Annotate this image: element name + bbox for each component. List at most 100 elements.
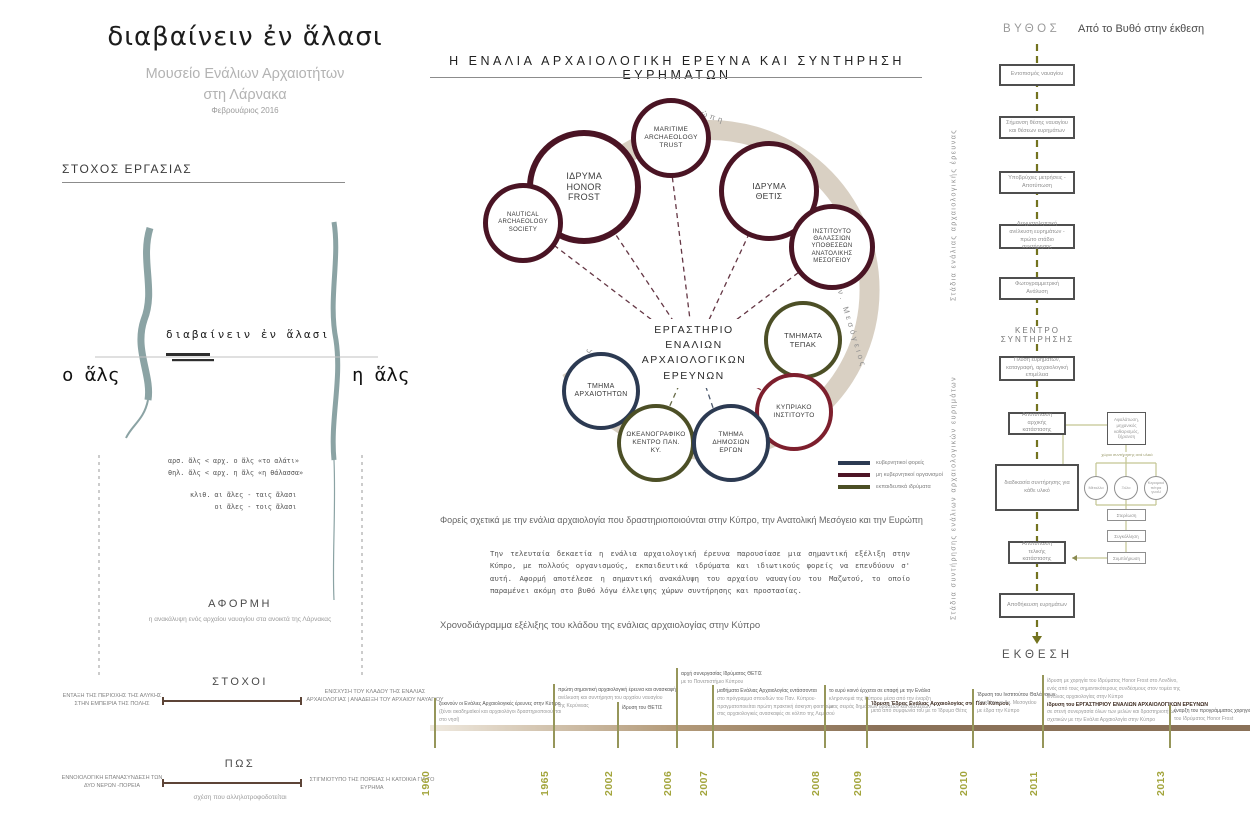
timeline-bar (430, 725, 1250, 731)
term-masculine: ο ἅλς (62, 364, 120, 386)
timeline-year-label: 2007 (698, 770, 710, 796)
timeline-year-label: 2013 (1155, 770, 1167, 796)
network-node: ΤΜΗΜΑΤΑ ΤΕΠΑΚ (764, 301, 842, 379)
timeline-year-label: 2009 (852, 770, 864, 796)
ekthesi-label: ΕΚΘΕΣΗ (1001, 649, 1074, 661)
material-circle: Ξύλο (1114, 476, 1138, 500)
timeline-marker (676, 668, 678, 748)
network-node: ΤΜΗΜΑ ΔΗΜΟΣΙΩΝ ΕΡΓΩΝ (692, 404, 770, 482)
timeline-year-label: 2002 (603, 770, 615, 796)
timeline-marker (553, 684, 555, 748)
timeline-year-label: 2008 (810, 770, 822, 796)
poster-title: διαβαίνειν ἐν ἅλασι (107, 22, 383, 52)
bythos-label: ΒΥΘΟΣ (1003, 23, 1061, 35)
center-title-underline (430, 77, 922, 78)
timeline-event-line: με έδρα την Κύπρο (977, 707, 1020, 714)
timeline-marker (1042, 675, 1044, 748)
legend-label: εκπαιδευτικά ιδρύματα (876, 484, 931, 490)
hub-line: ΕΝΑΛΙΩΝ (665, 339, 723, 352)
concept-sketch-svg (95, 221, 378, 675)
flow-box: Φωτογραμμετρική Ανάλυση (999, 277, 1075, 300)
aformi-heading: ΑΦΟΡΜΗ (208, 598, 272, 610)
timeline-event-line: πρώτη σημαντική αρχαιολογική έρευνα και … (558, 687, 678, 693)
timeline-event-line: Υποθέσεων Αν. Μεσογείου (977, 699, 1037, 706)
waterline-mark-bottom (172, 359, 214, 362)
network-node: ΙΝΣΤΙΤΟΥΤΟ ΘΑΛΑΣΣΙΩΝ ΥΠΟΘΕΣΕΩΝ ΑΝΑΤΟΛΙΚΗ… (789, 204, 875, 290)
subflow-step-box: Στερέωση (1107, 509, 1146, 521)
flow-box: Πλύση ευρημάτων, καταγραφή, αρχαιολογική… (999, 356, 1075, 381)
flow-box: Αποτύπωση αρχικής κατάστασης (1008, 412, 1066, 435)
timeline-year-label: 2006 (662, 770, 674, 796)
timeline-event-line: Ίδρυση Έδρας Ενάλιας Αρχαιολογίας στο Πα… (871, 701, 1010, 707)
timeline-marker (824, 685, 826, 748)
brush-stroke-left (137, 226, 154, 401)
timeline-year-label: 2010 (958, 770, 970, 796)
timeline-marker (712, 685, 714, 748)
legend-label: κυβερνητικοί φορείς (876, 460, 925, 466)
legend: κυβερνητικοί φορείς μη κυβερνητικοί οργαν… (838, 460, 943, 496)
pos-connector (162, 779, 302, 787)
timeline-event-text: ξεκινούν οι Ενάλιες Αρχαιολογικές έρευνε… (439, 701, 561, 724)
section-title-underline (62, 182, 345, 183)
timeline-event-text: έναρξη του προγράμματος χορηγιών του Ιδρύ… (1174, 708, 1250, 724)
timeline-event-text: το ευρύ κοινό έρχεται σε επαφή με την Εν… (829, 688, 931, 711)
legend-swatch (838, 461, 870, 465)
network-caption: Φορείς σχετικά με την ενάλια αρχαιολογία… (440, 515, 923, 525)
stoxoi-left-label: ΕΝΤΑΞΗ ΤΗΣ ΠΕΡΙΟΧΗΣ ΤΗΣ ΑΛΥΚΗΣ ΣΤΗΝ ΕΜΠΕ… (62, 693, 162, 708)
timeline-marker (1169, 705, 1171, 748)
timeline-event-text: Ίδρυση Έδρας Ενάλιας Αρχαιολογίας στο Πα… (871, 700, 1010, 716)
timeline-event-line: ίδρυση του ΘΕΤΙΣ (622, 705, 663, 711)
term-feminine: η ἅλς (352, 364, 410, 386)
timeline-event-text: ίδρυση με χορηγία του Ιδρύματος Honor Fr… (1047, 678, 1208, 725)
subflow-arrowhead (1072, 555, 1077, 561)
right-header: Από το Βυθό στην έκθεση (1078, 23, 1205, 35)
aformi-caption: η ανακάλυψη ενός αρχαίου ναυαγίου στα αν… (148, 616, 332, 623)
section-title-stoxos-ergasias: ΣΤΟΧΟΣ ΕΡΓΑΣΙΑΣ (62, 162, 193, 176)
stoxoi-connector (162, 697, 302, 705)
timeline-event-line: στο νησί) (439, 716, 460, 723)
timeline-event-line: Ενάλιας αρχαιολογίας στην Κύπρο (1047, 693, 1124, 700)
brush-stroke-right (330, 221, 341, 461)
brush-stroke-left-tail (125, 399, 149, 439)
museum-subtitle: Μουσείο Ενάλιων Αρχαιοτήτων στη Λάρνακα (145, 66, 345, 104)
legend-item: εκπαιδευτικά ιδρύματα (838, 484, 943, 490)
timeline-event-text: αρχή συνεργασίας Ιδρύματος ΘΕΤΙΣ με το Πα… (681, 671, 762, 687)
stoxoi-right-label: ΕΝΙΣΧΥΣΗ ΤΟΥ ΚΛΑΔΟΥ ΤΗΣ ΕΝΑΛΙΑΣ ΑΡΧΑΙΟΛΟ… (306, 689, 444, 704)
timeline-event-line: της Κερύνειας (558, 702, 589, 709)
timeline-event-line: μετά από συμφωνία του με το Ίδρυμα Θέτις (871, 708, 967, 715)
timeline-event-line: σχετικών με την Ενάλια Αρχαιολογία στην … (1047, 717, 1156, 724)
brush-stroke-right-tail (332, 459, 336, 601)
material-circle: Κεραμικό πέτρα γυαλί (1144, 476, 1168, 500)
hub-line: ΕΡΓΑΣΤΗΡΙΟ (654, 324, 734, 336)
timeline-marker (434, 698, 436, 748)
flow-box: Εντοπισμός ναυαγίου (999, 64, 1075, 86)
timeline-event-text: ίδρυση του ΘΕΤΙΣ (622, 705, 662, 713)
timeline-marker (866, 697, 868, 748)
timeline-event-line: ανέλκυση και συντήρηση του αρχαίου ναυαγ… (558, 694, 663, 701)
legend-swatch (838, 485, 870, 489)
timeline-event-line: του Ιδρύματος Honor Frost (1174, 715, 1234, 722)
timeline-event-line: ενός από τους σημαντικότερους συνδέσμους… (1047, 685, 1181, 692)
timeline-year-label: 1965 (539, 770, 551, 796)
legend-swatch (838, 473, 870, 477)
flow-spine (1032, 44, 1042, 644)
timeline-event-line: μαθήματα Ενάλιας Αρχαιολογίας εντάσσοντα… (717, 688, 817, 694)
timeline-event-line: ίδρυση με χορηγία του Ιδρύματος Honor Fr… (1047, 678, 1178, 684)
timeline-event-text: μαθήματα Ενάλιας Αρχαιολογίας εντάσσοντα… (717, 688, 835, 719)
pos-note: σχέση που αλληλοτροφοδοτείται (193, 794, 287, 801)
network-hub-label: ΕΡΓΑΣΤΗΡΙΟ ΕΝΑΛΙΩΝ ΑΡΧΑΙΟΛΟΓΙΚΩΝ ΕΡΕΥΝΩΝ (624, 319, 764, 388)
timeline-event-line: έναρξη του προγράμματος χορηγιών (1174, 708, 1250, 714)
subflow-step-box: Συγκόλληση (1107, 530, 1146, 542)
timeline-marker (972, 689, 974, 748)
network-node: ΩΚΕΑΝΟΓΡΑΦΙΚΟ ΚΕΝΤΡΟ ΠΑΝ. ΚΥ. (617, 404, 695, 482)
flow-box: διαδικασία συντήρησης για κάθε υλικό (995, 464, 1079, 511)
timeline-event-line: (ξένοι ακαδημαϊκοί και αρχαιολόγοι δραστ… (439, 708, 562, 715)
pos-right-label: ΣΤΙΓΜΙΟΤΥΠΟ ΤΗΣ ΠΟΡΕΙΑΣ Η ΚΑΤΟΙΚΙΑ ΓΙΑ Τ… (309, 777, 435, 792)
timeline-event-line: Ίδρυση του Ινστιτούτου Θαλάσσιων (977, 692, 1056, 698)
flow-box: Δειγματοληπτική ανέλκυση ευρημάτων - πρώ… (999, 221, 1075, 250)
legend-item: μη κυβερνητικοί οργανισμοί (838, 472, 943, 478)
timeline-event-line: μιας σειράς δημόσιων δράσεων και διαλέξε… (829, 703, 931, 710)
flow-box: Υποβρύχιες μετρήσεις - Αποτύπωση (999, 171, 1075, 194)
hub-line: ΑΡΧΑΙΟΛΟΓΙΚΩΝ (641, 354, 747, 367)
material-circle: Μέταλλο (1084, 476, 1108, 500)
